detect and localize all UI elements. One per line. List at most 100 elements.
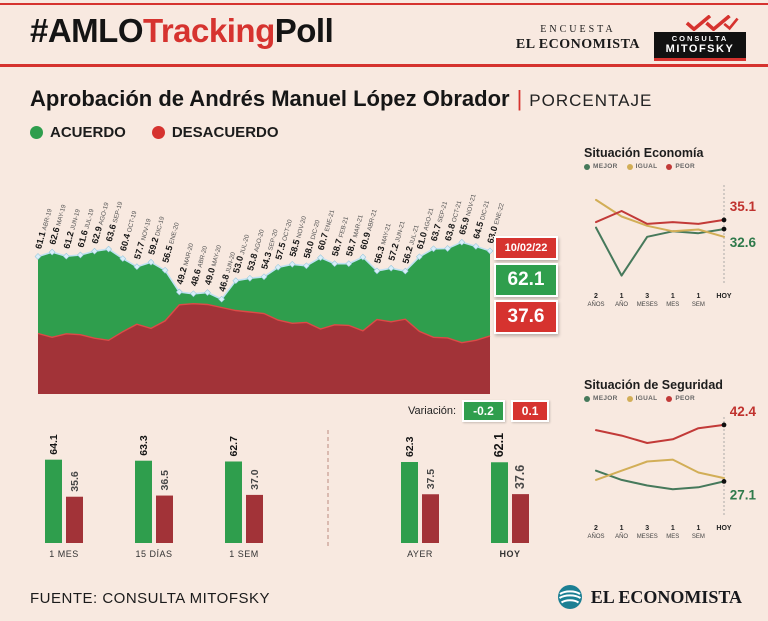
panel-situacion-economia: Situación Economía MEJOR IGUAL PEOR 35.1 32…	[584, 146, 764, 316]
line-peor	[595, 210, 725, 225]
title-main: Aprobación de Andrés Manuel López Obrado…	[30, 86, 510, 111]
title-separator: |	[516, 86, 523, 111]
bar-category-label: HOY	[499, 549, 520, 559]
page-hashtag-title: #AMLOTrackingPoll	[30, 10, 334, 53]
point-marker-icon	[345, 260, 353, 268]
bar-value-acuerdo: 64.1	[48, 434, 60, 455]
seguridad-legend: MEJOR IGUAL PEOR	[584, 395, 764, 402]
peor-end-label: 42.4	[730, 404, 757, 419]
point-marker-icon	[472, 243, 480, 250]
mejor-end-label: 32.6	[730, 235, 757, 250]
legend-item-peor: PEOR	[666, 163, 695, 170]
variation-disagree-value: 0.1	[510, 400, 550, 422]
brand-logos: ENCUESTA EL ECONOMISTA CONSULTA MITOFSKY	[516, 15, 746, 61]
source-text: FUENTE: CONSULTA MITOFSKY	[30, 590, 271, 607]
bar-value-desacuerdo: 37.5	[425, 469, 437, 490]
bar-desacuerdo	[66, 496, 83, 543]
end-dot-icon	[721, 226, 727, 232]
variation-row: Variación: -0.2 0.1	[408, 400, 550, 422]
igual-dot-icon	[626, 395, 633, 402]
line-mejor	[595, 226, 725, 277]
header-divider-line	[0, 64, 768, 67]
el-economista-logo-text: EL ECONOMISTA	[590, 586, 742, 607]
tick-unit: MESES	[637, 302, 658, 308]
point-marker-icon	[401, 267, 409, 275]
tick-unit: SEM	[692, 534, 705, 540]
point-marker-icon	[133, 263, 141, 271]
point-marker-icon	[147, 258, 155, 266]
mejor-dot-icon	[584, 395, 590, 402]
legend-item-peor: PEOR	[666, 395, 695, 402]
bar-value-desacuerdo: 37.6	[513, 465, 527, 489]
legend-item-mejor: MEJOR	[584, 395, 618, 402]
encuesta-label: ENCUESTA	[540, 23, 616, 35]
latest-date: 10/02/22	[494, 236, 558, 260]
bar-value-desacuerdo: 37.0	[249, 469, 261, 490]
tick-label: 3	[645, 293, 649, 300]
top-accent-line	[0, 3, 768, 5]
tick-label: 3	[645, 525, 649, 532]
hashtag-tracking: Tracking	[143, 12, 275, 49]
tick-unit: MES	[666, 302, 679, 308]
point-label: 58.7FEB-21	[330, 215, 350, 258]
consulta-mitofsky-logo: CONSULTA MITOFSKY	[654, 15, 746, 61]
bar-desacuerdo	[246, 494, 263, 543]
legend-item-igual: IGUAL	[626, 395, 658, 402]
point-marker-icon	[387, 264, 395, 272]
tick-label: 1	[696, 525, 700, 532]
variation-label: Variación:	[408, 405, 457, 417]
bar-acuerdo	[135, 460, 152, 543]
point-marker-icon	[303, 262, 310, 270]
point-marker-icon	[218, 295, 225, 303]
tick-unit: AÑO	[615, 301, 628, 308]
bar-desacuerdo	[512, 494, 529, 543]
line-mejor	[595, 469, 725, 491]
tick-unit: SEM	[692, 302, 705, 308]
point-marker-icon	[359, 253, 367, 261]
bar-value-acuerdo: 63.3	[138, 435, 150, 456]
tick-label: 2	[594, 293, 598, 300]
bar-value-desacuerdo: 36.5	[159, 470, 171, 491]
point-marker-icon	[444, 245, 451, 252]
acuerdo-dot-icon	[30, 126, 43, 139]
point-marker-icon	[317, 254, 324, 262]
point-marker-icon	[232, 277, 240, 285]
end-dot-icon	[721, 479, 727, 484]
bar-acuerdo	[45, 459, 62, 543]
tick-unit: AÑOS	[587, 301, 604, 308]
area-desacuerdo	[38, 303, 490, 394]
bar-desacuerdo	[422, 494, 439, 543]
point-marker-icon	[486, 247, 494, 255]
point-marker-icon	[175, 288, 183, 296]
point-marker-icon	[288, 260, 296, 268]
bar-category-label: AYER	[407, 549, 433, 559]
el-economista-masthead: ENCUESTA EL ECONOMISTA	[516, 24, 640, 53]
bar-category-label: 1 SEM	[229, 549, 259, 559]
bar-category-label: 1 MES	[49, 549, 79, 559]
hashtag-poll: Poll	[274, 12, 334, 49]
tick-unit: MES	[666, 534, 679, 540]
recent-bars-chart: 64.1 35.6 1 MES 63.3 36.5 15 DÍAS 62.7 37.0 1 SE…	[45, 430, 529, 559]
title-unit: PORCENTAJE	[529, 91, 653, 110]
area-acuerdo	[38, 242, 490, 343]
point-marker-icon	[77, 251, 84, 259]
tick-label: 2	[594, 525, 598, 532]
page-title: Aprobación de Andrés Manuel López Obrado…	[30, 86, 652, 112]
economia-title: Situación Economía	[584, 146, 704, 160]
line-igual	[595, 458, 725, 481]
tick-unit: MESES	[637, 534, 658, 540]
point-marker-icon	[105, 245, 112, 253]
bar-value-acuerdo: 62.7	[228, 436, 240, 457]
bar-value-desacuerdo: 35.6	[69, 471, 81, 492]
igual-dot-icon	[626, 163, 633, 170]
tick-label: HOY	[716, 293, 732, 300]
mejor-end-label: 27.1	[730, 487, 757, 502]
variation-agree-value: -0.2	[462, 400, 505, 422]
tick-unit: AÑOS	[587, 533, 604, 540]
point-marker-icon	[274, 263, 282, 271]
mitofsky-box: CONSULTA MITOFSKY	[654, 32, 746, 61]
tick-unit: AÑO	[615, 533, 628, 540]
tick-label: 1	[620, 293, 624, 300]
